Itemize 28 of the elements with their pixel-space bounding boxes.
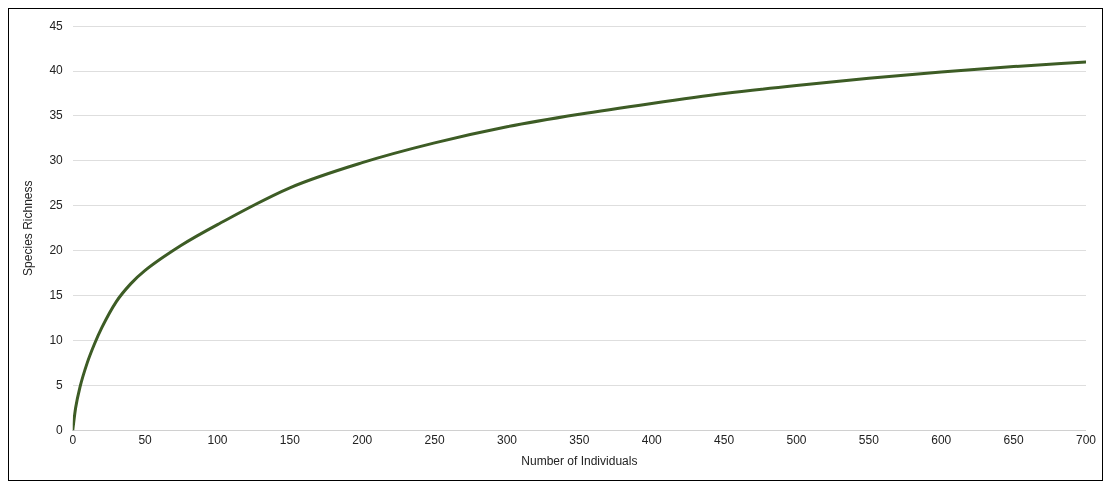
y-tick-label: 45 [49,18,64,33]
x-tick-label: 0 [69,432,77,447]
y-tick-label: 0 [56,422,64,437]
x-axis-title: Number of Individuals [521,454,638,469]
y-tick-label: 25 [49,198,64,213]
y-tick-label: 40 [49,63,64,78]
x-tick-label: 650 [1003,432,1024,447]
y-tick-label: 10 [49,332,64,347]
y-tick-label: 15 [49,287,64,302]
y-tick-label: 35 [49,108,64,123]
x-tick-label: 400 [641,432,663,447]
x-tick-label: 450 [714,432,735,447]
x-tick-label: 500 [786,432,807,447]
x-tick-label: 300 [496,432,518,447]
y-axis-title: Species Richness [20,180,35,276]
x-tick-label: 550 [858,432,880,447]
x-tick-label: 50 [138,432,153,447]
x-tick-label: 600 [931,432,952,447]
y-tick-label: 20 [49,242,64,257]
x-tick-label: 700 [1075,432,1097,447]
x-tick-label: 100 [207,432,228,447]
y-tick-label: 30 [49,153,64,168]
x-tick-label: 150 [279,432,301,447]
x-tick-label: 200 [352,432,373,447]
x-tick-label: 250 [424,432,445,447]
y-tick-label: 5 [56,377,64,392]
line-series [72,60,1086,431]
x-tick-label: 350 [569,432,590,447]
